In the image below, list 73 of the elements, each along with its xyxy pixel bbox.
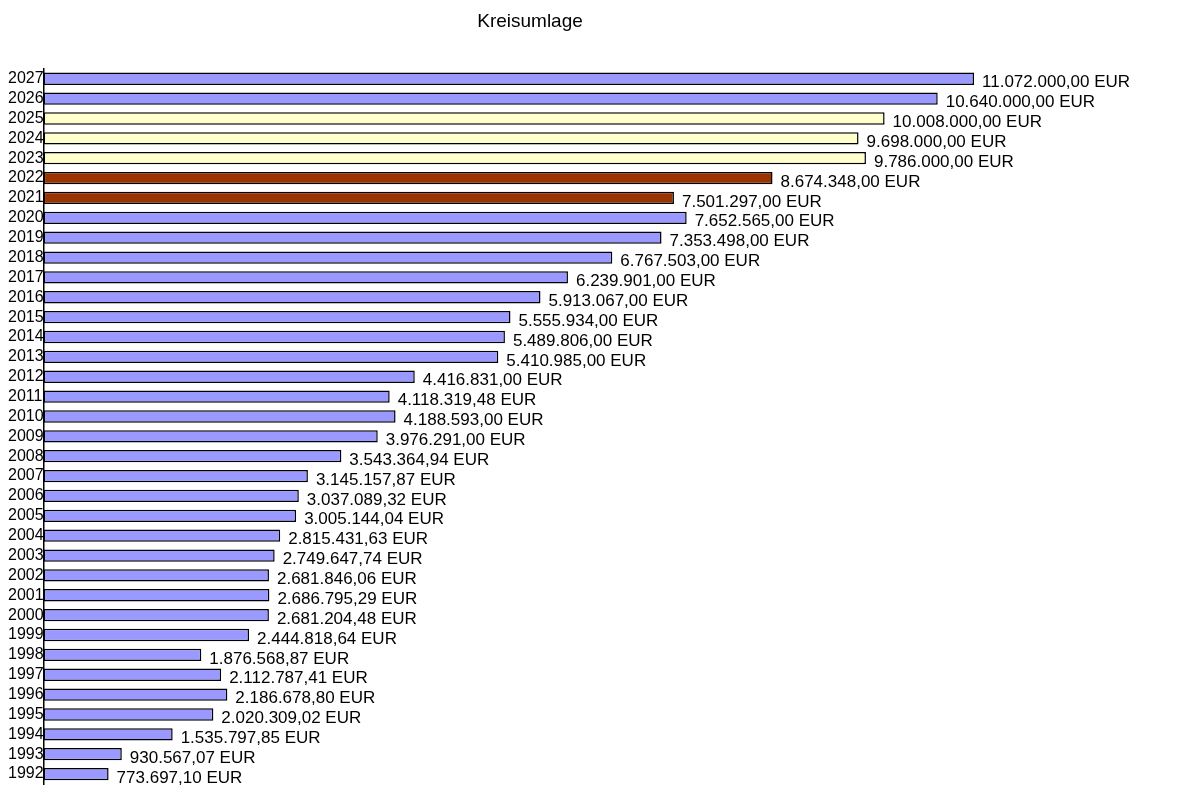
y-tick-label: 2013 [8, 347, 44, 365]
data-label: 1.535.797,85 EUR [180, 728, 321, 748]
data-label: 3.976.291,00 EUR [385, 430, 526, 450]
data-label: 1.876.568,87 EUR [209, 648, 350, 668]
data-label: 6.767.503,00 EUR [620, 251, 761, 271]
y-tick-label: 1998 [8, 645, 44, 663]
data-label: 4.118.319,48 EUR [397, 390, 537, 410]
y-tick-label: 1997 [8, 665, 44, 683]
data-label: 2.681.204,48 EUR [276, 608, 417, 628]
y-tick-label: 2008 [8, 446, 44, 464]
y-tick-label: 2007 [8, 466, 44, 484]
y-tick-label: 2024 [8, 128, 44, 146]
y-tick-label: 1996 [8, 685, 44, 703]
y-tick-label: 2000 [8, 605, 44, 623]
data-label: 5.555.934,00 EUR [518, 310, 659, 330]
data-label: 3.145.157,87 EUR [315, 469, 456, 489]
data-label: 4.188.593,00 EUR [403, 410, 544, 430]
y-tick-label: 2010 [8, 406, 44, 424]
y-tick-label: 1994 [8, 724, 44, 742]
y-tick-label: 2025 [8, 108, 44, 126]
y-tick-label: 1992 [8, 764, 44, 782]
y-tick-label: 2012 [8, 367, 44, 385]
y-tick-label: 2022 [8, 168, 44, 186]
data-label: 10.008.000,00 EUR [892, 112, 1042, 132]
data-label: 5.410.985,00 EUR [506, 350, 647, 370]
data-label: 3.005.144,04 EUR [304, 509, 445, 529]
data-label: 3.543.364,94 EUR [349, 449, 490, 469]
y-tick-label: 2003 [8, 545, 44, 563]
y-tick-label: 2023 [8, 148, 44, 166]
data-label: 2.815.431,63 EUR [288, 529, 429, 549]
data-label: 3.037.089,32 EUR [306, 489, 447, 509]
y-tick-label: 2014 [8, 327, 44, 345]
data-label: 6.239.901,00 EUR [575, 271, 716, 291]
data-label: 7.652.565,00 EUR [694, 211, 835, 231]
data-label: 2.020.309,02 EUR [221, 708, 362, 728]
y-tick-label: 2005 [8, 506, 44, 524]
data-label: 11.072.000,00 EUR [982, 72, 1131, 92]
data-label: 5.913.067,00 EUR [548, 290, 689, 310]
data-label: 10.640.000,00 EUR [945, 92, 1096, 112]
data-label: 4.416.831,00 EUR [422, 370, 563, 390]
data-label: 2.186.678,80 EUR [235, 688, 376, 708]
data-label: 5.489.806,00 EUR [512, 330, 653, 350]
data-label: 930.567,07 EUR [129, 747, 256, 767]
y-tick-label: 2021 [8, 188, 44, 206]
data-label: 2.444.818,64 EUR [257, 628, 397, 648]
y-tick-label: 1999 [8, 625, 44, 643]
y-tick-label: 2002 [8, 565, 44, 583]
data-label: 8.674.348,00 EUR [780, 171, 921, 191]
data-label: 9.786.000,00 EUR [873, 151, 1014, 171]
y-tick-label: 2016 [8, 287, 44, 305]
data-label: 2.681.846,06 EUR [276, 569, 417, 589]
y-tick-label: 2015 [8, 307, 44, 325]
y-tick-label: 2020 [8, 208, 44, 226]
y-tick-label: 1993 [8, 744, 44, 762]
data-label: 773.697,10 EUR [116, 767, 243, 787]
data-label: 2.112.787,41 EUR [229, 668, 368, 688]
y-tick-label: 2027 [8, 69, 44, 87]
y-tick-label: 2026 [8, 89, 44, 107]
y-tick-label: 2018 [8, 247, 44, 265]
y-tick-label: 1995 [8, 704, 44, 722]
y-tick-label: 2006 [8, 486, 44, 504]
chart-title: Kreisumlage [477, 9, 583, 31]
y-tick-label: 2001 [8, 585, 44, 603]
y-tick-label: 2011 [8, 387, 43, 405]
data-label: 7.353.498,00 EUR [669, 231, 810, 251]
data-label: 2.686.795,29 EUR [277, 588, 418, 608]
data-label: 7.501.297,00 EUR [681, 191, 822, 211]
data-label: 9.698.000,00 EUR [866, 132, 1007, 152]
y-tick-label: 2019 [8, 228, 44, 246]
y-tick-label: 2004 [8, 526, 44, 544]
y-tick-label: 2017 [8, 267, 44, 285]
data-label: 2.749.647,74 EUR [282, 549, 423, 569]
y-tick-label: 2009 [8, 426, 44, 444]
